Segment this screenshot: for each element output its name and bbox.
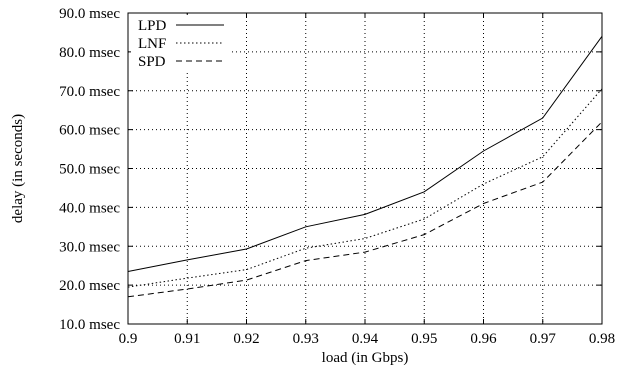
y-tick-label: 20.0 msec: [59, 278, 120, 294]
grid-lines: [128, 13, 602, 324]
legend-label-spd: SPD: [138, 54, 166, 70]
legend-label-lpd: LPD: [138, 18, 167, 34]
series-lines: [127, 36, 603, 298]
y-tick-label: 60.0 msec: [59, 123, 120, 139]
series-line-spd: [127, 121, 603, 298]
y-tick-label: 30.0 msec: [59, 239, 120, 255]
y-tick-label: 10.0 msec: [59, 317, 120, 333]
x-tick-labels: 0.9 0.91 0.92 0.93 0.94 0.95 0.96 0.97 0.98: [119, 331, 616, 347]
x-tick-label: 0.96: [470, 331, 497, 347]
y-tick-labels: 10.0 msec 20.0 msec 30.0 msec 40.0 msec 50.0…: [59, 6, 120, 333]
series-line-lnf: [127, 88, 603, 288]
tick-marks: [127, 12, 603, 325]
legend-label-lnf: LNF: [138, 36, 166, 52]
x-tick-label: 0.91: [174, 331, 200, 347]
x-tick-label: 0.92: [233, 331, 259, 347]
y-tick-label: 50.0 msec: [59, 162, 120, 178]
y-axis-title: delay (in seconds): [10, 114, 26, 223]
x-axis-title: load (in Gbps): [322, 350, 409, 366]
x-tick-label: 0.95: [411, 331, 437, 347]
y-tick-label: 40.0 msec: [59, 200, 120, 216]
x-tick-label: 0.97: [530, 331, 557, 347]
y-tick-label: 80.0 msec: [59, 45, 120, 61]
x-tick-label: 0.93: [293, 331, 319, 347]
x-tick-label: 0.94: [352, 331, 379, 347]
x-tick-label: 0.9: [119, 331, 138, 347]
y-tick-label: 70.0 msec: [59, 84, 120, 100]
series-line-lpd: [127, 36, 603, 272]
x-tick-label: 0.98: [589, 331, 615, 347]
y-tick-label: 90.0 msec: [59, 6, 120, 22]
legend: LPD LNF SPD: [131, 15, 231, 71]
